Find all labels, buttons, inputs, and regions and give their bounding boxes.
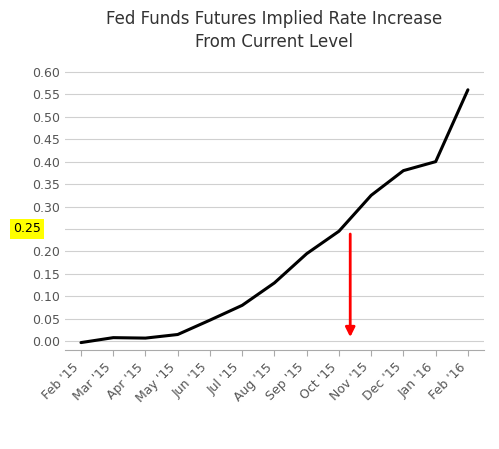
Text: 0.25: 0.25: [13, 223, 41, 235]
Title: Fed Funds Futures Implied Rate Increase
From Current Level: Fed Funds Futures Implied Rate Increase …: [106, 10, 443, 51]
